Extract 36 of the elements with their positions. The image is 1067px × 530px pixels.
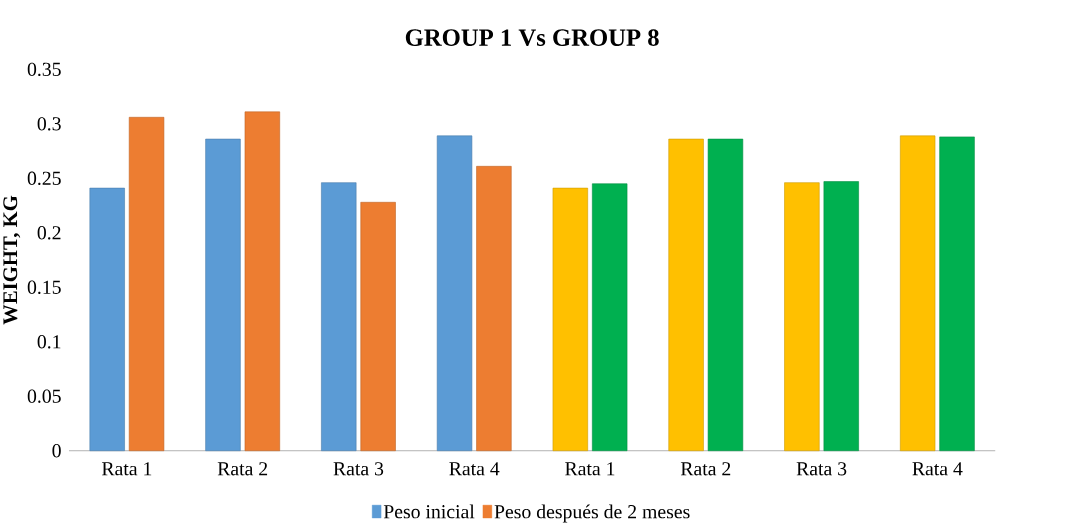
bar <box>784 182 820 452</box>
x-tick-label: Rata 2 <box>680 462 731 476</box>
x-tick-label: Rata 4 <box>449 462 500 476</box>
x-tick-label: Rata 3 <box>333 462 384 476</box>
legend-label: Peso inicial <box>383 504 475 519</box>
x-tick-label: Rata 1 <box>101 462 152 476</box>
y-tick-label: 0.3 <box>37 117 61 131</box>
y-tick-label: 0 <box>52 444 61 458</box>
y-tick-label: 0.35 <box>27 62 61 77</box>
y-tick-label: 0.1 <box>37 335 61 349</box>
legend-label: Peso después de 2 meses <box>494 504 690 523</box>
y-tick-label: 0.2 <box>37 226 61 240</box>
y-tick-label: 0.25 <box>27 171 61 186</box>
bar <box>89 187 125 452</box>
x-tick-label: Rata 2 <box>217 462 268 476</box>
bar <box>244 111 281 452</box>
bar <box>436 135 473 452</box>
bar <box>321 182 357 452</box>
x-tick-label: Rata 3 <box>796 462 847 476</box>
y-axis-title: WEIGHT, KG <box>3 195 21 325</box>
bar <box>668 138 704 452</box>
bar <box>476 166 512 452</box>
y-tick-label: 0.15 <box>27 280 61 294</box>
bar <box>592 183 628 452</box>
chart-title: GROUP 1 Vs GROUP 8 <box>405 29 659 47</box>
y-tick-label: 0.05 <box>27 389 61 403</box>
bar <box>552 187 588 452</box>
bar <box>823 181 859 452</box>
bar <box>128 116 165 452</box>
bar <box>360 201 396 452</box>
x-tick-label: Rata 4 <box>912 462 963 476</box>
bar <box>205 138 241 452</box>
x-tick-label: Rata 1 <box>565 462 615 476</box>
bar <box>939 136 975 452</box>
bar <box>900 135 936 452</box>
bar <box>707 138 744 452</box>
